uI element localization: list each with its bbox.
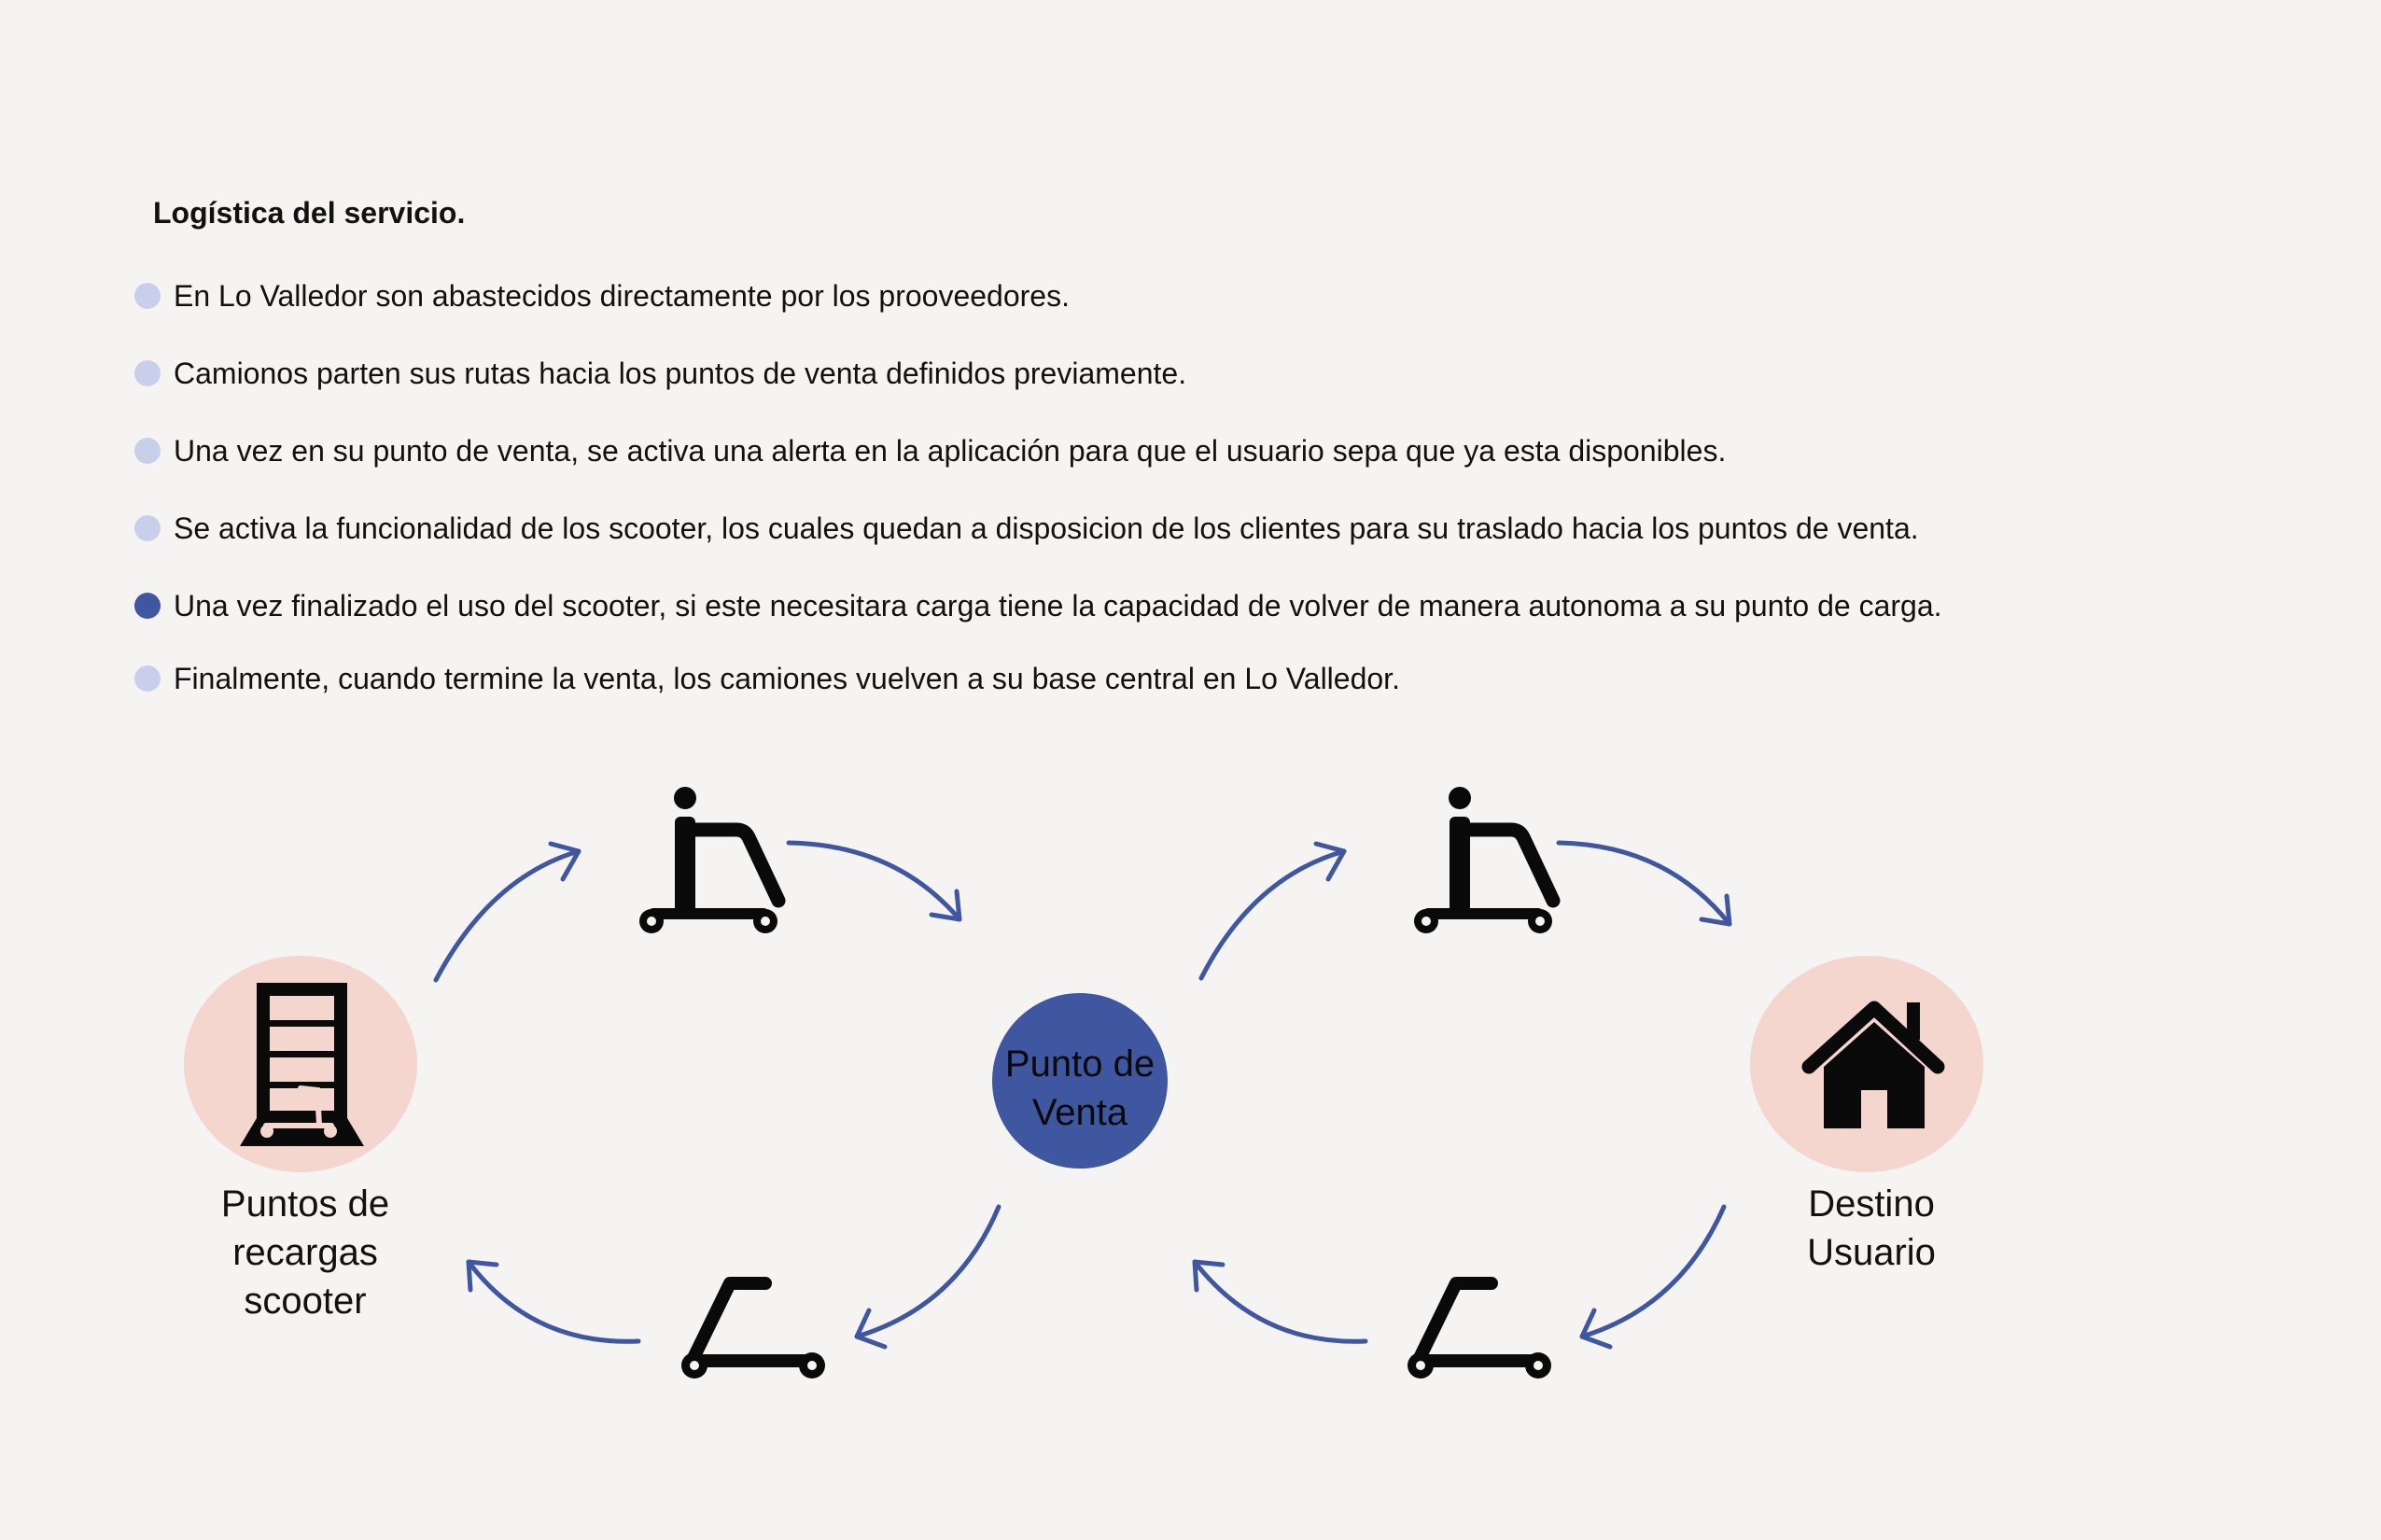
bullet-item: Finalmente, cuando termine la venta, los… [134,660,1400,697]
bullet-dot [134,438,161,464]
charging-node [184,956,417,1172]
curved-arrow-icon [1579,1204,1727,1350]
house-icon [1801,1001,1945,1128]
curved-arrow-icon [786,840,962,922]
bullet-text: Finalmente, cuando termine la venta, los… [174,662,1400,695]
bullet-text: Una vez finalizado el uso del scooter, s… [174,589,1942,623]
bullet-item: En Lo Valledor son abastecidos directame… [134,277,1070,315]
bullet-dot [134,360,161,386]
destination-node-label: Destino Usuario [1807,1183,1936,1273]
sale-node-label: Punto de Venta [1004,1043,1155,1133]
bullet-text: Se activa la funcionalidad de los scoote… [174,511,1919,545]
bullet-dot [134,515,161,541]
charging-station-scooter-icon [240,983,364,1146]
bullet-item: Una vez en su punto de venta, se activa … [134,432,1726,469]
sale-node-circle [992,993,1168,1169]
bullet-dot-highlight [134,593,161,619]
curved-arrow-icon [854,1204,1001,1350]
bullet-text: Camionos parten sus rutas hacia los punt… [174,357,1187,390]
charging-node-label: Puntos de recargas scooter [220,1183,390,1322]
curved-arrow-icon [1556,840,1732,927]
empty-scooter-icon [1408,1283,1551,1379]
person-riding-scooter-icon [1414,787,1553,933]
bullet-item: Se activa la funcionalidad de los scoote… [134,510,1919,547]
curved-arrow-icon [466,1259,641,1344]
bullet-text: En Lo Valledor son abastecidos directame… [174,279,1070,313]
bullet-item: Una vez finalizado el uso del scooter, s… [134,587,1942,624]
destination-node [1750,956,1983,1172]
empty-scooter-icon [681,1283,825,1379]
person-riding-scooter-icon [639,787,778,933]
curved-arrow-icon [433,841,581,983]
bullet-item: Camionos parten sus rutas hacia los punt… [134,355,1186,392]
curved-arrow-icon [1198,841,1347,981]
curved-arrow-icon [1192,1259,1368,1344]
bullet-dot [134,665,161,692]
page-title: Logística del servicio. [153,196,466,230]
bullet-dot [134,283,161,309]
bullet-text: Una vez en su punto de venta, se activa … [174,434,1727,468]
